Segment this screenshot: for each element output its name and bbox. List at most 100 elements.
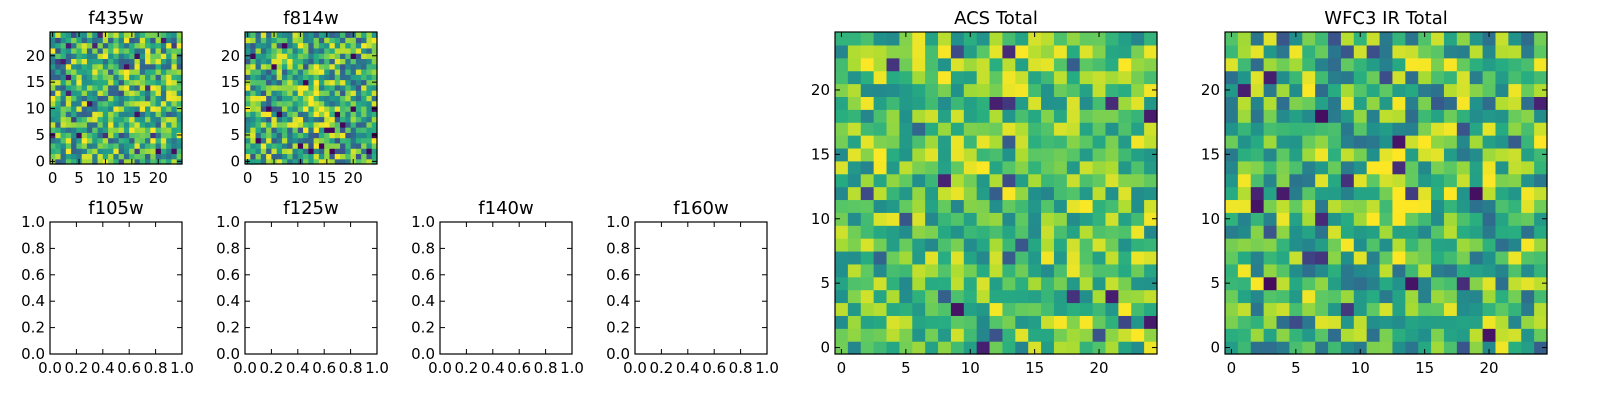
- heatmap-cell: [97, 68, 104, 75]
- heatmap-cell: [81, 90, 88, 96]
- heatmap-cell: [1353, 122, 1368, 136]
- heatmap-cell: [1456, 44, 1471, 59]
- heatmap-cell: [250, 105, 257, 112]
- heatmap-cell: [260, 32, 267, 38]
- heatmap-cell: [266, 68, 272, 75]
- heatmap-cell: [371, 32, 378, 38]
- heatmap-cell: [166, 58, 173, 65]
- heatmap-cell: [886, 70, 900, 85]
- heatmap-cell: [938, 57, 952, 72]
- x-tick-label: 0.8: [534, 359, 558, 377]
- heatmap-cell: [1144, 96, 1158, 110]
- y-tick-label: 0.8: [21, 239, 45, 257]
- heatmap-cell: [1105, 276, 1119, 291]
- heatmap-cell: [1353, 276, 1368, 291]
- heatmap-cell: [50, 37, 56, 44]
- heatmap-cell: [123, 111, 130, 118]
- heatmap-cell: [1002, 122, 1016, 136]
- heatmap-cell: [76, 111, 83, 118]
- x-tick-label: 0.2: [259, 359, 283, 377]
- heatmap-cell: [366, 121, 373, 128]
- heatmap-cell: [1366, 32, 1381, 46]
- heatmap-cell: [1405, 70, 1419, 85]
- heatmap-cell: [963, 147, 978, 162]
- heatmap-cell: [1534, 225, 1548, 239]
- heatmap-cell: [1079, 276, 1094, 291]
- heatmap-cell: [1418, 263, 1432, 278]
- heatmap-cell: [1144, 57, 1158, 72]
- heatmap-cell: [1066, 315, 1081, 329]
- heatmap-cell: [1392, 225, 1406, 239]
- heatmap-cell: [1482, 83, 1497, 97]
- heatmap-cell: [303, 63, 309, 70]
- heatmap-cell: [1041, 173, 1055, 188]
- heatmap-cell: [266, 100, 272, 107]
- heatmap-cell: [250, 158, 257, 165]
- heatmap-cell: [329, 32, 336, 38]
- heatmap-cell: [1079, 341, 1094, 355]
- heatmap-cell: [160, 158, 167, 165]
- heatmap-cell: [65, 68, 72, 75]
- heatmap-cell: [297, 42, 304, 49]
- heatmap-cell: [134, 132, 141, 139]
- heatmap-cell: [1225, 109, 1239, 123]
- heatmap-cell: [1028, 289, 1042, 304]
- heatmap-cell: [1340, 44, 1355, 59]
- heatmap-cell: [329, 105, 336, 112]
- heatmap-cell: [50, 137, 56, 144]
- heatmap-cell: [1340, 289, 1355, 304]
- heatmap-cell: [297, 58, 304, 65]
- heatmap-cell: [886, 122, 900, 136]
- heatmap-cell: [963, 44, 978, 59]
- heatmap-cell: [60, 153, 67, 160]
- heatmap-cell: [925, 289, 939, 304]
- heatmap-cell: [60, 84, 67, 91]
- heatmap-cell: [925, 250, 939, 265]
- heatmap-cell: [860, 57, 875, 72]
- heatmap-cell: [1225, 135, 1239, 149]
- heatmap-cell: [1353, 225, 1368, 239]
- heatmap-cell: [1144, 135, 1158, 149]
- heatmap-cell: [65, 37, 72, 44]
- heatmap-cell: [1379, 276, 1394, 291]
- heatmap-cell: [171, 58, 178, 65]
- heatmap-cell: [873, 32, 888, 46]
- heatmap-cell: [366, 137, 373, 144]
- y-tick-label: 0.4: [21, 292, 45, 310]
- heatmap-cell: [1028, 135, 1042, 149]
- heatmap-cell: [297, 111, 304, 118]
- heatmap-cell: [313, 58, 320, 65]
- heatmap-cell: [1131, 250, 1145, 265]
- heatmap-cell: [303, 95, 309, 102]
- heatmap-cell: [287, 63, 294, 70]
- heatmap-cell: [139, 116, 146, 123]
- heatmap-cell: [1328, 302, 1342, 316]
- heatmap-cell: [324, 111, 331, 118]
- heatmap-cell: [97, 74, 104, 81]
- heatmap-cell: [50, 63, 56, 70]
- heatmap-cell: [1250, 109, 1265, 123]
- heatmap-cell: [150, 142, 157, 149]
- heatmap-cell: [297, 142, 304, 149]
- x-tick-label: 0.2: [649, 359, 673, 377]
- heatmap-cell: [950, 315, 965, 329]
- heatmap-cell: [1353, 302, 1368, 316]
- heatmap-cell: [108, 79, 114, 86]
- heatmap-cell: [1237, 199, 1252, 213]
- heatmap-cell: [1315, 199, 1329, 213]
- heatmap-cell: [313, 74, 320, 81]
- heatmap-cell: [1392, 109, 1406, 123]
- heatmap-cell: [976, 122, 991, 136]
- heatmap-cell: [313, 84, 320, 91]
- heatmap-cell: [123, 63, 130, 70]
- heatmap-cell: [271, 105, 278, 112]
- heatmap-cell: [55, 111, 62, 118]
- heatmap-cell: [1302, 109, 1316, 123]
- heatmap-cell: [1276, 302, 1290, 316]
- heatmap-cell: [292, 74, 299, 81]
- heatmap-cell: [171, 116, 178, 123]
- heatmap-cell: [260, 58, 267, 65]
- heatmap-cell: [1328, 122, 1342, 136]
- heatmap-cell: [1508, 199, 1522, 213]
- heatmap-cell: [355, 111, 362, 118]
